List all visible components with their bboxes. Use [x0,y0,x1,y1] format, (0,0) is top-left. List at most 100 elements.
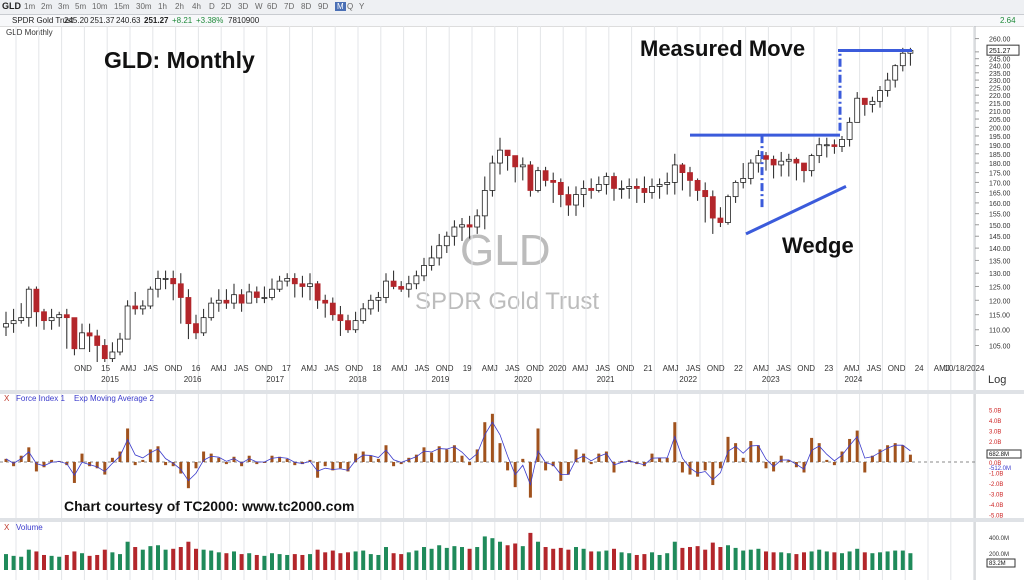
timeframe-d[interactable]: D [209,2,215,11]
quote-bar: SPDR Gold Trust 245.20 251.37 240.63 251… [0,15,1024,27]
force-bar [430,452,434,462]
timeframe-7d[interactable]: 7D [284,2,295,11]
volume-bar [847,551,852,570]
price-tick-label: 120.00 [989,298,1011,305]
timeframe-1m[interactable]: 1m [24,2,36,11]
time-tick-label: 21 [644,364,653,373]
volume-bar [270,553,274,570]
candle-body [101,345,108,360]
force-bar [574,449,578,462]
ema-label[interactable]: Exp Moving Average 2 [74,394,154,403]
timeframe-2m[interactable]: 2m [41,2,53,11]
volume-tick-label: 400.0M [989,536,1009,542]
timeframe-w[interactable]: W [255,2,263,11]
timeframe-q[interactable]: Q [347,2,354,11]
candle-body [208,302,215,319]
timeframe-1h[interactable]: 1h [158,2,167,11]
volume-bar [87,555,92,570]
volume-bar [642,554,647,570]
time-tick-label: 23 [824,364,833,373]
force-bar [445,449,449,462]
time-tick-label: OND [888,364,906,373]
time-tick-label: 17 [282,364,291,373]
time-tick-label: 18 [372,364,381,373]
candle-body [284,278,291,282]
volume-bar [794,554,799,570]
log-toggle[interactable]: Log [988,374,1007,386]
volume-bar [627,553,632,570]
toolbar-symbol[interactable]: GLD [2,1,21,11]
force-bar [133,462,137,466]
timeframe-10m[interactable]: 10m [92,2,108,11]
timeframe-2h[interactable]: 2h [175,2,184,11]
time-tick-label: OND [526,364,544,373]
force-bar [863,462,867,473]
force-bar [4,458,8,462]
force-bar [696,462,700,477]
force-index-label[interactable]: Force Index 1 [16,394,65,403]
volume-close-icon[interactable]: X [4,523,10,532]
price-tick-label: 125.00 [989,284,1011,291]
candle-body [398,286,405,290]
timeframe-3m[interactable]: 3m [58,2,70,11]
timeframe-8d[interactable]: 8D [301,2,312,11]
volume-bar [308,554,312,570]
chart-title: GLD: Monthly [104,47,255,73]
timeframe-6d[interactable]: 6D [267,2,278,11]
time-tick-label: AMJ [843,364,859,373]
timeframe-3d[interactable]: 3D [238,2,249,11]
force-last-label: 682.8M [989,452,1009,458]
volume-bar [862,552,867,570]
candle-body [177,283,184,298]
force-bar [756,445,760,462]
price-tick-label: 160.00 [989,201,1011,208]
candle-body [307,283,313,287]
force-bar [589,462,593,465]
force-bar [612,462,616,473]
volume-bar [156,545,160,570]
candle-body [747,162,754,179]
candle-body [223,299,230,304]
price-tick-label: 170.00 [989,180,1011,187]
force-close-icon[interactable]: X [4,394,10,403]
candle-body [687,172,693,181]
volume-bar [80,553,84,570]
timeframe-y[interactable]: Y [359,2,365,11]
timeframe-4h[interactable]: 4h [192,2,201,11]
candle-body [861,97,868,105]
candle-body [877,90,883,102]
volume-bar [908,553,913,570]
force-bar [779,455,783,462]
time-tick-label: OND [255,364,273,373]
volume-bar [726,545,730,570]
candle-body [345,320,351,331]
candle-body [839,139,845,147]
force-bar [179,462,183,474]
force-tick-label: -3.0B [989,492,1003,498]
candle-body [215,299,222,304]
candle-body [755,155,762,164]
force-bar [506,462,510,471]
volume-label[interactable]: Volume [16,523,43,532]
volume-bar [581,548,586,570]
candle-body [732,182,739,198]
timeframe-15m[interactable]: 15m [114,2,130,11]
timeframe-5m[interactable]: 5m [75,2,87,11]
panel-title: GLD Monthly [6,28,53,37]
timeframe-9d[interactable]: 9D [318,2,329,11]
time-tick-label: OND [74,364,92,373]
volume-last-box [986,558,1016,568]
force-bar [855,430,859,462]
force-bar [726,436,730,462]
candle-body [694,180,701,191]
volume-bar [460,547,464,570]
candle-body [481,190,488,217]
force-bar [536,428,540,462]
timeframe-m[interactable]: M [335,2,346,11]
price-tick-label: 245.00 [989,57,1011,64]
candle-body [18,317,25,322]
timeframe-30m[interactable]: 30m [136,2,152,11]
timeframe-2d[interactable]: 2D [221,2,232,11]
candle-body [785,158,792,162]
volume-bar [520,546,525,570]
